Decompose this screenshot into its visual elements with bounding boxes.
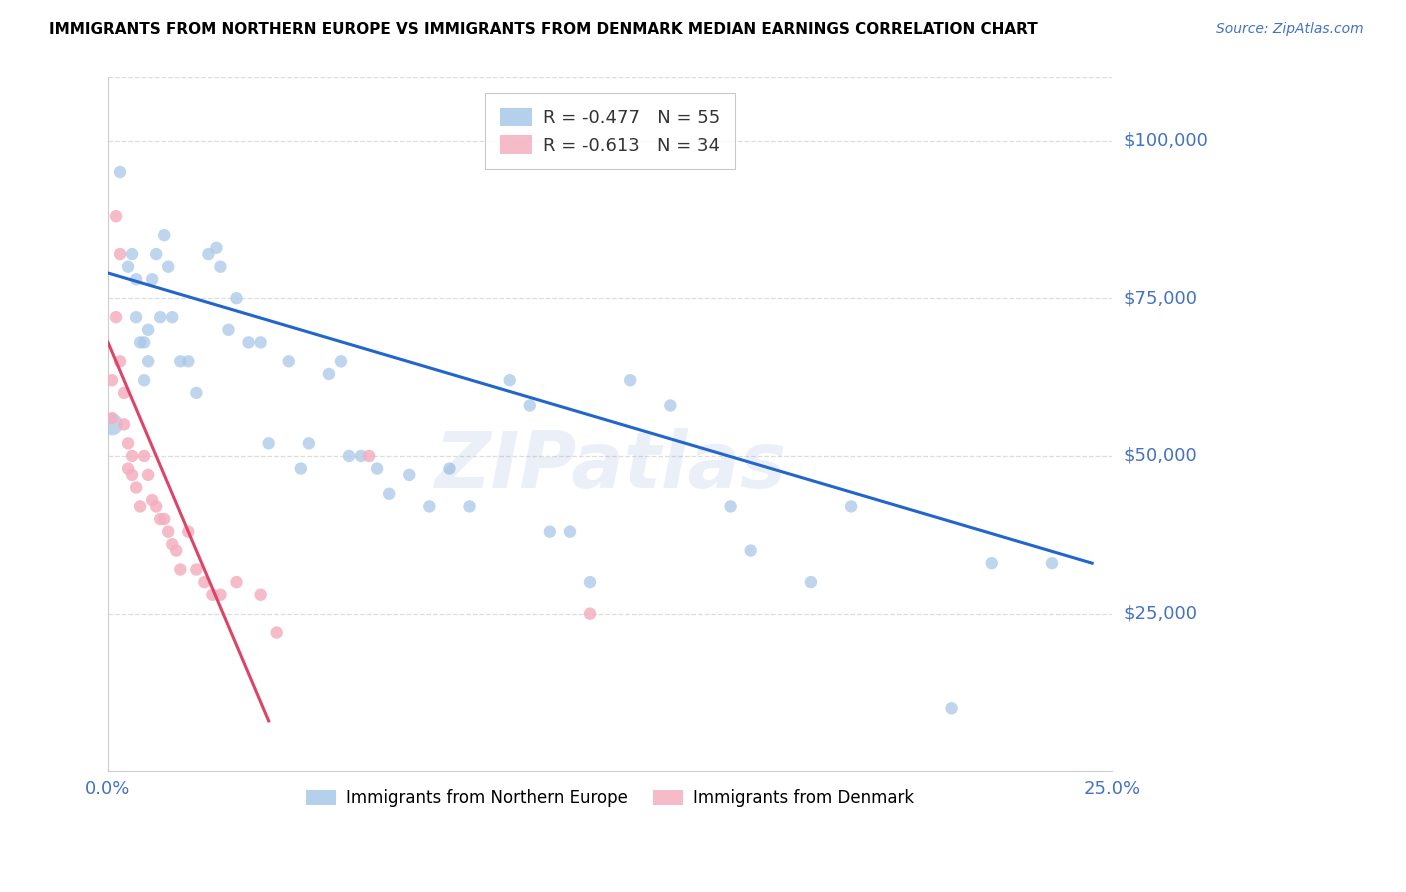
Point [980,556,1002,570]
Point [105,209,128,223]
Point [129,335,152,350]
Point [153,512,176,526]
Point [277,354,299,368]
Point [318,367,340,381]
Point [134,449,156,463]
Point [209,260,232,274]
Point [117,436,139,450]
Point [121,449,143,463]
Point [720,500,742,514]
Text: $100,000: $100,000 [1123,131,1208,150]
Point [145,500,167,514]
Point [740,543,762,558]
Point [418,500,440,514]
Point [499,373,522,387]
Point [112,417,135,432]
Point [121,467,143,482]
Point [218,323,240,337]
Point [105,310,128,325]
Point [238,335,260,350]
Point [266,625,288,640]
Point [249,588,271,602]
Point [125,272,148,286]
Point [121,247,143,261]
Point [458,500,481,514]
Point [149,310,172,325]
Point [117,461,139,475]
Point [209,588,232,602]
Point [519,399,541,413]
Point [108,354,131,368]
Point [125,481,148,495]
Point [169,562,191,576]
Point [398,467,420,482]
Point [149,512,172,526]
Point [101,411,124,425]
Point [169,354,191,368]
Point [157,260,180,274]
Point [249,335,271,350]
Point [1040,556,1063,570]
Point [145,247,167,261]
Point [129,500,152,514]
Point [136,323,159,337]
Point [558,524,581,539]
Point [117,260,139,274]
Text: IMMIGRANTS FROM NORTHERN EUROPE VS IMMIGRANTS FROM DENMARK MEDIAN EARNINGS CORRE: IMMIGRANTS FROM NORTHERN EUROPE VS IMMIG… [49,22,1038,37]
Point [193,575,215,590]
Point [177,524,200,539]
Point [290,461,312,475]
Point [225,291,247,305]
Point [141,493,163,508]
Point [800,575,823,590]
Point [157,524,180,539]
Point [359,449,381,463]
Text: $75,000: $75,000 [1123,289,1198,307]
Point [538,524,561,539]
Point [186,385,208,400]
Point [162,537,184,551]
Point [205,241,228,255]
Point [366,461,388,475]
Point [579,607,602,621]
Point [153,228,176,243]
Point [225,575,247,590]
Point [101,417,124,432]
Point [941,701,963,715]
Point [162,310,184,325]
Point [619,373,641,387]
Point [165,543,187,558]
Point [108,165,131,179]
Point [134,373,156,387]
Point [839,500,862,514]
Point [378,487,401,501]
Point [177,354,200,368]
Text: $25,000: $25,000 [1123,605,1198,623]
Point [330,354,353,368]
Point [136,467,159,482]
Point [136,354,159,368]
Point [439,461,461,475]
Point [579,575,602,590]
Point [125,310,148,325]
Point [659,399,682,413]
Point [134,335,156,350]
Point [101,373,124,387]
Point [298,436,321,450]
Point [112,385,135,400]
Point [186,562,208,576]
Text: Source: ZipAtlas.com: Source: ZipAtlas.com [1216,22,1364,37]
Point [337,449,360,463]
Point [201,588,224,602]
Point [350,449,373,463]
Text: ZIPatlas: ZIPatlas [434,428,786,504]
Text: $50,000: $50,000 [1123,447,1197,465]
Point [197,247,219,261]
Point [108,247,131,261]
Legend: Immigrants from Northern Europe, Immigrants from Denmark: Immigrants from Northern Europe, Immigra… [298,780,922,815]
Point [141,272,163,286]
Point [257,436,280,450]
